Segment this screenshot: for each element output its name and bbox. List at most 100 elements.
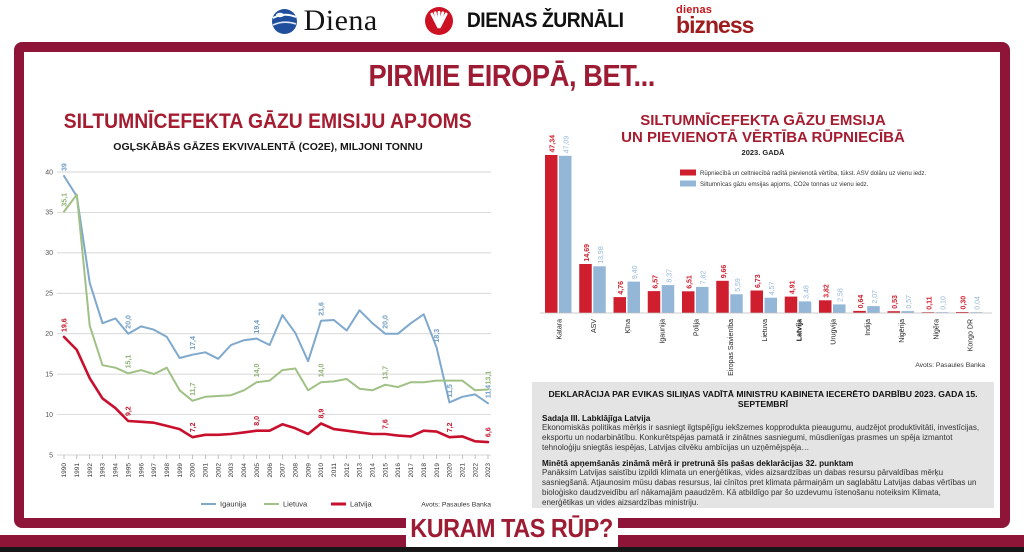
bar-chart-title-line1: SILTUMNĪCEFEKTA GĀZU EMSIJA xyxy=(640,112,886,129)
svg-text:Nigēra: Nigēra xyxy=(933,319,940,340)
svg-text:6,51: 6,51 xyxy=(687,275,694,289)
diena-logo[interactable]: Diena xyxy=(271,4,378,38)
svg-text:6,6: 6,6 xyxy=(485,427,492,437)
svg-text:4,91: 4,91 xyxy=(789,280,796,294)
zurnali-logo-text: DIENAS ŽURNĀLI xyxy=(466,9,624,32)
dienas-zurnali-logo[interactable]: DIENAS ŽURNĀLI xyxy=(424,6,630,36)
svg-text:1993: 1993 xyxy=(100,463,107,478)
svg-text:1991: 1991 xyxy=(74,463,81,478)
svg-text:20,0: 20,0 xyxy=(383,315,390,329)
dienas-bizness-logo[interactable]: dienas bizness xyxy=(676,5,754,38)
svg-text:20,0: 20,0 xyxy=(126,315,133,329)
svg-text:1992: 1992 xyxy=(87,463,94,478)
svg-text:7,6: 7,6 xyxy=(383,419,390,429)
svg-text:0,30: 0,30 xyxy=(961,296,968,310)
svg-text:0,53: 0,53 xyxy=(892,295,899,309)
svg-text:Indija: Indija xyxy=(865,319,872,336)
declaration-box: DEKLARĀCIJA PAR EVIKAS SILIŅAS VADĪTĀ MI… xyxy=(532,382,994,508)
svg-text:13,7: 13,7 xyxy=(383,366,390,380)
svg-text:Katara: Katara xyxy=(557,319,564,340)
svg-text:2018: 2018 xyxy=(421,463,428,478)
svg-text:9,2: 9,2 xyxy=(126,406,133,416)
svg-text:Latvija: Latvija xyxy=(796,319,803,341)
svg-text:19,6: 19,6 xyxy=(62,318,69,332)
svg-text:2007: 2007 xyxy=(280,463,287,478)
svg-text:13,98: 13,98 xyxy=(598,246,605,264)
svg-text:3,48: 3,48 xyxy=(803,285,810,299)
svg-text:47,09: 47,09 xyxy=(564,136,571,154)
svg-text:Nigērija: Nigērija xyxy=(899,319,906,343)
svg-text:10: 10 xyxy=(45,412,53,419)
svg-text:2008: 2008 xyxy=(292,463,299,478)
svg-text:2012: 2012 xyxy=(344,463,351,478)
svg-text:9,66: 9,66 xyxy=(721,265,728,279)
svg-text:21,6: 21,6 xyxy=(318,302,325,316)
svg-text:9,40: 9,40 xyxy=(632,265,639,279)
svg-text:14,0: 14,0 xyxy=(254,363,261,377)
svg-text:1994: 1994 xyxy=(113,463,120,478)
svg-text:7,2: 7,2 xyxy=(190,422,197,432)
footer-title: KURAM TAS RŪP? xyxy=(410,513,614,543)
industry-bar-chart: 47,34 47,09 Katara 14,69 13,98 ASV 4,76 9,40 Ķīn… xyxy=(540,135,992,376)
svg-text:5,59: 5,59 xyxy=(735,278,742,292)
svg-text:2005: 2005 xyxy=(254,463,261,478)
declaration-section2-title: Minētā apņemšanās zināmā mērā ir pretrun… xyxy=(542,458,854,468)
svg-text:11,7: 11,7 xyxy=(190,382,197,395)
svg-text:1997: 1997 xyxy=(151,463,158,478)
bar-chart-title: SILTUMNĪCEFEKTA GĀZU EMSIJA UN PIEVIENOT… xyxy=(532,112,994,147)
svg-text:0,10: 0,10 xyxy=(940,296,947,310)
svg-text:Avots: Pasaules Banka: Avots: Pasaules Banka xyxy=(421,502,491,509)
svg-text:20: 20 xyxy=(45,331,53,338)
diena-logo-text: Diena xyxy=(303,4,378,37)
footer-black-strip xyxy=(0,547,1024,552)
svg-text:Rūpniecībā un celtniecībā radī: Rūpniecībā un celtniecībā radītā pievien… xyxy=(700,170,927,177)
svg-text:2006: 2006 xyxy=(267,463,274,478)
svg-text:2016: 2016 xyxy=(395,463,402,478)
svg-text:Ķīna: Ķīna xyxy=(625,319,632,334)
footer-banner: KURAM TAS RŪP? xyxy=(406,510,618,547)
declaration-section1-body: Ekonomiskās politikas mērķis ir sasniegt… xyxy=(542,423,980,453)
svg-text:2004: 2004 xyxy=(241,463,248,478)
svg-text:2003: 2003 xyxy=(228,463,235,478)
svg-text:6,57: 6,57 xyxy=(652,275,659,289)
main-title: PIRMIE EIROPĀ, BET... xyxy=(368,58,656,93)
svg-text:1990: 1990 xyxy=(61,463,68,478)
svg-text:25: 25 xyxy=(45,291,53,298)
svg-text:1999: 1999 xyxy=(177,463,184,478)
svg-text:Urugvija: Urugvija xyxy=(831,319,838,345)
svg-text:5: 5 xyxy=(49,452,53,459)
svg-text:7,82: 7,82 xyxy=(701,271,708,285)
svg-text:11,4: 11,4 xyxy=(485,385,492,398)
svg-text:2001: 2001 xyxy=(203,463,210,478)
line-chart-subtitle: OGĻSKĀBĀS GĀZES EKVIVALENTĀ (CO2E), MILJ… xyxy=(113,141,423,153)
svg-text:15,1: 15,1 xyxy=(126,355,133,369)
svg-text:1996: 1996 xyxy=(138,463,145,478)
svg-text:2020: 2020 xyxy=(447,463,454,478)
svg-text:Eiropas Savienība: Eiropas Savienība xyxy=(728,319,735,376)
emissions-line-chart: 5 10 15 20 25 30 35 40 1990 1991 1992 1993 1994 1995 1… xyxy=(45,163,492,509)
svg-text:2,58: 2,58 xyxy=(838,288,845,302)
svg-text:2022: 2022 xyxy=(472,463,479,478)
svg-text:2010: 2010 xyxy=(318,463,325,478)
svg-text:8,0: 8,0 xyxy=(254,416,261,426)
svg-text:18,3: 18,3 xyxy=(434,329,441,343)
svg-text:Avots: Pasaules Banka: Avots: Pasaules Banka xyxy=(915,362,985,369)
svg-text:47,34: 47,34 xyxy=(550,135,557,153)
svg-text:0,04: 0,04 xyxy=(975,296,982,310)
zurnali-fan-icon xyxy=(424,7,453,35)
bar-chart-subtitle: 2023. GADĀ xyxy=(741,148,785,157)
svg-text:8,9: 8,9 xyxy=(318,409,325,419)
svg-text:1995: 1995 xyxy=(125,463,132,478)
declaration-section1-title: Sadaļa III. Labklājīga Latvija xyxy=(542,414,651,423)
bizness-logo-bottom: bizness xyxy=(676,12,754,38)
bar-chart-title-line2: UN PIEVIENOTĀ VĒRTĪBA RŪPNIECĪBĀ xyxy=(621,129,905,147)
svg-text:13,1: 13,1 xyxy=(485,371,492,385)
svg-text:2002: 2002 xyxy=(215,463,222,478)
svg-text:Lietuva: Lietuva xyxy=(762,319,769,342)
svg-text:Igaunija: Igaunija xyxy=(220,500,247,509)
svg-text:2014: 2014 xyxy=(370,463,377,478)
svg-text:2017: 2017 xyxy=(408,463,415,478)
svg-text:4,76: 4,76 xyxy=(618,281,625,295)
svg-text:Latvija: Latvija xyxy=(350,500,373,509)
